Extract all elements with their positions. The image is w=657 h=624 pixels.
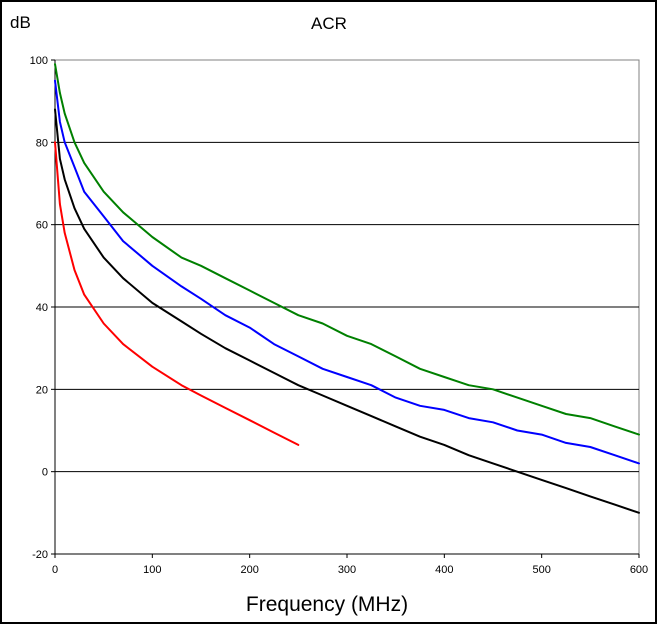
y-tick-label: 80 bbox=[36, 137, 48, 149]
y-tick-label: 0 bbox=[42, 467, 48, 479]
series-line-1 bbox=[54, 63, 640, 436]
chart-title: ACR bbox=[311, 14, 347, 33]
y-tick-label: 20 bbox=[36, 384, 48, 396]
series-line-2 bbox=[54, 79, 640, 465]
x-tick-label: 500 bbox=[532, 564, 550, 576]
series-line-4 bbox=[54, 141, 300, 446]
y-tick-label: -20 bbox=[32, 549, 48, 561]
x-tick-label: 600 bbox=[630, 564, 648, 576]
series-line-3 bbox=[54, 108, 640, 514]
y-tick-label: 100 bbox=[30, 55, 48, 67]
y-axis-label: dB bbox=[10, 13, 31, 32]
x-tick-labels: 0 100 200 300 400 500 600 bbox=[52, 564, 648, 576]
series-lines bbox=[54, 63, 640, 514]
x-tick-label: 200 bbox=[240, 564, 258, 576]
x-tick-label: 400 bbox=[435, 564, 453, 576]
gridlines bbox=[55, 141, 639, 473]
y-tick-label: 60 bbox=[36, 220, 48, 232]
x-tick-label: 300 bbox=[338, 564, 356, 576]
x-axis-label: Frequency (MHz) bbox=[246, 593, 408, 616]
y-tick-label: 40 bbox=[36, 302, 48, 314]
x-tick-label: 0 bbox=[52, 564, 58, 576]
y-tick-labels: -20 0 20 40 60 80 100 bbox=[30, 55, 48, 561]
x-tick-label: 100 bbox=[143, 564, 161, 576]
